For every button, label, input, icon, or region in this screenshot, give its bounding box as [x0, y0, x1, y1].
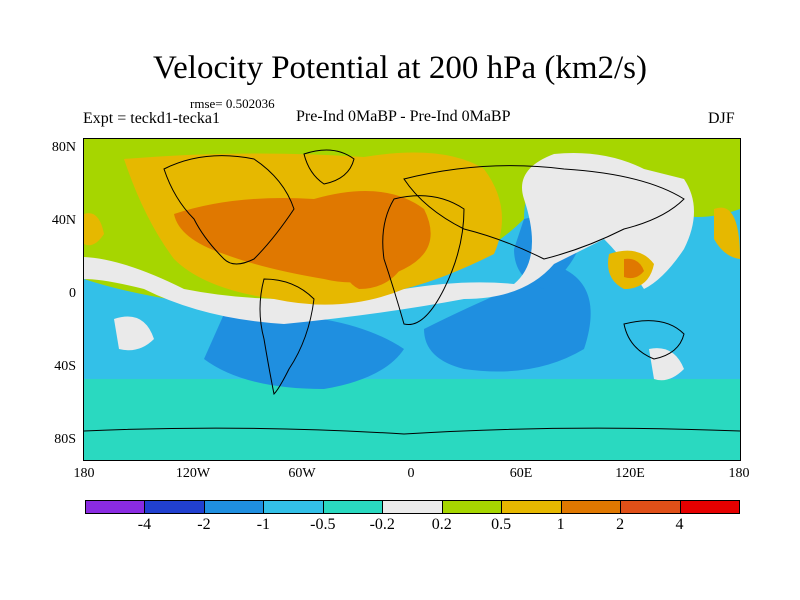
colorbar-swatch: [441, 500, 503, 514]
rmse-label: rmse= 0.502036: [190, 96, 275, 111]
colorbar-label: 0.2: [431, 516, 452, 533]
x-tick-0: 0: [407, 466, 415, 481]
colorbar-swatch: [144, 500, 205, 514]
colorbar-label: 0.5: [491, 516, 512, 533]
colorbar-label: -2: [197, 516, 211, 533]
y-tick-0: 0: [69, 286, 76, 301]
x-tick-120w: 120W: [175, 466, 211, 481]
chart-title: Velocity Potential at 200 hPa (km2/s): [152, 50, 648, 86]
colorbar-label: 4: [675, 516, 684, 533]
colorbar-label: -0.2: [369, 516, 395, 533]
colorbar: [85, 500, 740, 514]
comparison-label: Pre-Ind 0MaBP - Pre-Ind 0MaBP: [296, 108, 511, 125]
x-tick-120e: 120E: [615, 466, 645, 481]
colorbar-swatch: [560, 500, 622, 514]
map-svg: [84, 139, 740, 460]
colorbar-label: -0.5: [310, 516, 336, 533]
x-tick-60w: 60W: [288, 466, 316, 481]
velocity-potential-map: [83, 138, 741, 461]
x-tick-180e: 180: [728, 466, 750, 481]
colorbar-swatch: [85, 500, 146, 514]
colorbar-swatch: [322, 500, 384, 514]
colorbar-swatch: [382, 500, 443, 514]
expt-label: Expt = teckd1-tecka1: [83, 110, 220, 127]
colorbar-swatch: [620, 500, 681, 514]
colorbar-swatch: [203, 500, 265, 514]
colorbar-label: -1: [256, 516, 271, 533]
colorbar-label: 2: [616, 516, 625, 533]
colorbar-label: -4: [137, 516, 152, 533]
season-label: DJF: [708, 110, 735, 127]
y-tick-80s: 80S: [54, 432, 76, 447]
colorbar-swatch: [679, 500, 740, 514]
colorbar-label: 1: [556, 516, 565, 533]
x-tick-180w: 180: [73, 466, 95, 481]
y-tick-40n: 40N: [51, 213, 76, 228]
colorbar-swatch: [263, 500, 324, 514]
x-tick-60e: 60E: [509, 466, 533, 481]
colorbar-swatch: [501, 500, 562, 514]
y-tick-40s: 40S: [54, 359, 76, 374]
y-tick-80n: 80N: [51, 140, 76, 155]
